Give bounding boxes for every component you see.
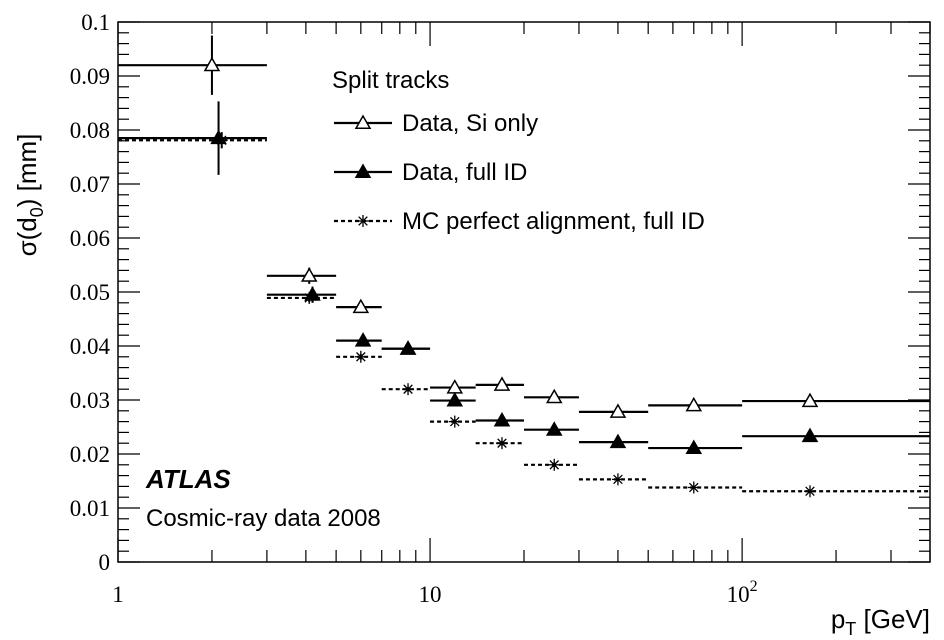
y-tick-label: 0.03 xyxy=(70,388,110,413)
data-marker xyxy=(548,458,561,471)
data-point xyxy=(336,298,382,314)
y-tick-label: 0.1 xyxy=(81,10,110,35)
plot-frame xyxy=(117,21,931,563)
legend-label: Data, full ID xyxy=(402,159,527,186)
y-tick-label: 0.08 xyxy=(70,118,110,143)
data-marker xyxy=(493,412,511,427)
data-marker xyxy=(215,134,228,147)
data-marker xyxy=(352,298,370,314)
data-marker xyxy=(493,376,511,391)
y-tick-label: 0.09 xyxy=(70,64,110,89)
x-tick-label: 10 xyxy=(419,582,442,607)
data-marker xyxy=(495,437,508,450)
y-tick-label: 0 xyxy=(99,550,111,575)
data-point xyxy=(742,392,930,408)
data-point xyxy=(524,388,579,404)
data-point xyxy=(475,437,524,450)
legend: Split tracks Data, Si only Data, full ID M… xyxy=(332,67,705,235)
data-point xyxy=(524,421,579,436)
data-point xyxy=(578,403,649,418)
y-tick-label: 0.02 xyxy=(70,442,110,467)
data-point xyxy=(266,286,337,303)
data-marker xyxy=(354,114,372,129)
data-marker xyxy=(354,332,372,347)
data-point xyxy=(742,427,930,443)
data-point xyxy=(475,376,524,391)
data-marker xyxy=(402,383,415,396)
legend-entry: Data, full ID xyxy=(334,159,527,186)
series-3 xyxy=(118,132,930,498)
series-2 xyxy=(118,101,930,455)
legend-label: Data, Si only xyxy=(402,110,538,137)
data-point xyxy=(524,458,579,471)
data-marker xyxy=(354,163,372,178)
data-point xyxy=(648,396,743,412)
data-point xyxy=(336,350,382,363)
data-marker xyxy=(448,415,461,428)
y-tick-label: 0.07 xyxy=(70,172,110,197)
x-axis-title: pT [GeV] xyxy=(831,604,930,639)
data-point xyxy=(118,101,267,175)
x-tick-labels: 1 10 102 xyxy=(112,578,757,607)
data-marker xyxy=(609,403,627,418)
series-layer xyxy=(118,35,930,498)
data-point xyxy=(648,439,743,455)
data-marker xyxy=(203,56,221,72)
data-marker xyxy=(303,291,316,304)
data-marker xyxy=(687,481,700,494)
legend-entry: Data, Si only xyxy=(334,110,538,137)
y-tick-label: 0.05 xyxy=(70,280,110,305)
data-marker xyxy=(609,433,627,449)
axis-ticks xyxy=(117,21,931,563)
data-marker xyxy=(685,396,703,412)
data-point xyxy=(578,433,649,449)
x-tick-label: 1 xyxy=(112,582,124,607)
data-point xyxy=(118,132,267,149)
data-point xyxy=(430,392,476,407)
data-marker xyxy=(685,439,703,455)
data-point xyxy=(266,267,337,284)
data-point xyxy=(742,485,930,498)
y-tick-label: 0.06 xyxy=(70,226,110,251)
data-marker xyxy=(357,215,369,227)
data-point xyxy=(381,340,431,355)
y-tick-label: 0.01 xyxy=(70,496,110,521)
data-marker xyxy=(801,392,819,408)
legend-entry: MC perfect alignment, full ID xyxy=(334,208,705,235)
dataset-label: Cosmic-ray data 2008 xyxy=(146,505,381,532)
data-point xyxy=(336,332,382,347)
data-point xyxy=(648,481,743,494)
data-point xyxy=(430,415,476,428)
data-marker xyxy=(446,392,464,407)
data-marker xyxy=(801,427,819,443)
legend-title: Split tracks xyxy=(332,67,449,94)
data-marker xyxy=(611,473,624,486)
data-point xyxy=(578,473,649,486)
y-tick-labels: 0 0.01 0.02 0.03 0.04 0.05 0.06 0.07 0.08 0.09 0.1 xyxy=(70,10,111,575)
data-marker xyxy=(300,267,318,282)
atlas-label: ATLAS xyxy=(145,464,231,494)
data-point xyxy=(430,379,476,394)
x-tick-label: 102 xyxy=(727,578,758,607)
data-point xyxy=(381,383,431,396)
data-point xyxy=(266,291,337,304)
data-point xyxy=(475,412,524,427)
data-marker xyxy=(803,485,816,498)
data-point xyxy=(118,35,267,95)
y-axis-title: σ(d0) [mm] xyxy=(12,134,47,257)
legend-label: MC perfect alignment, full ID xyxy=(402,208,705,235)
data-marker xyxy=(545,421,563,436)
y-tick-label: 0.04 xyxy=(70,334,111,359)
data-marker xyxy=(399,340,417,355)
data-marker xyxy=(354,350,367,363)
data-marker xyxy=(545,388,563,404)
